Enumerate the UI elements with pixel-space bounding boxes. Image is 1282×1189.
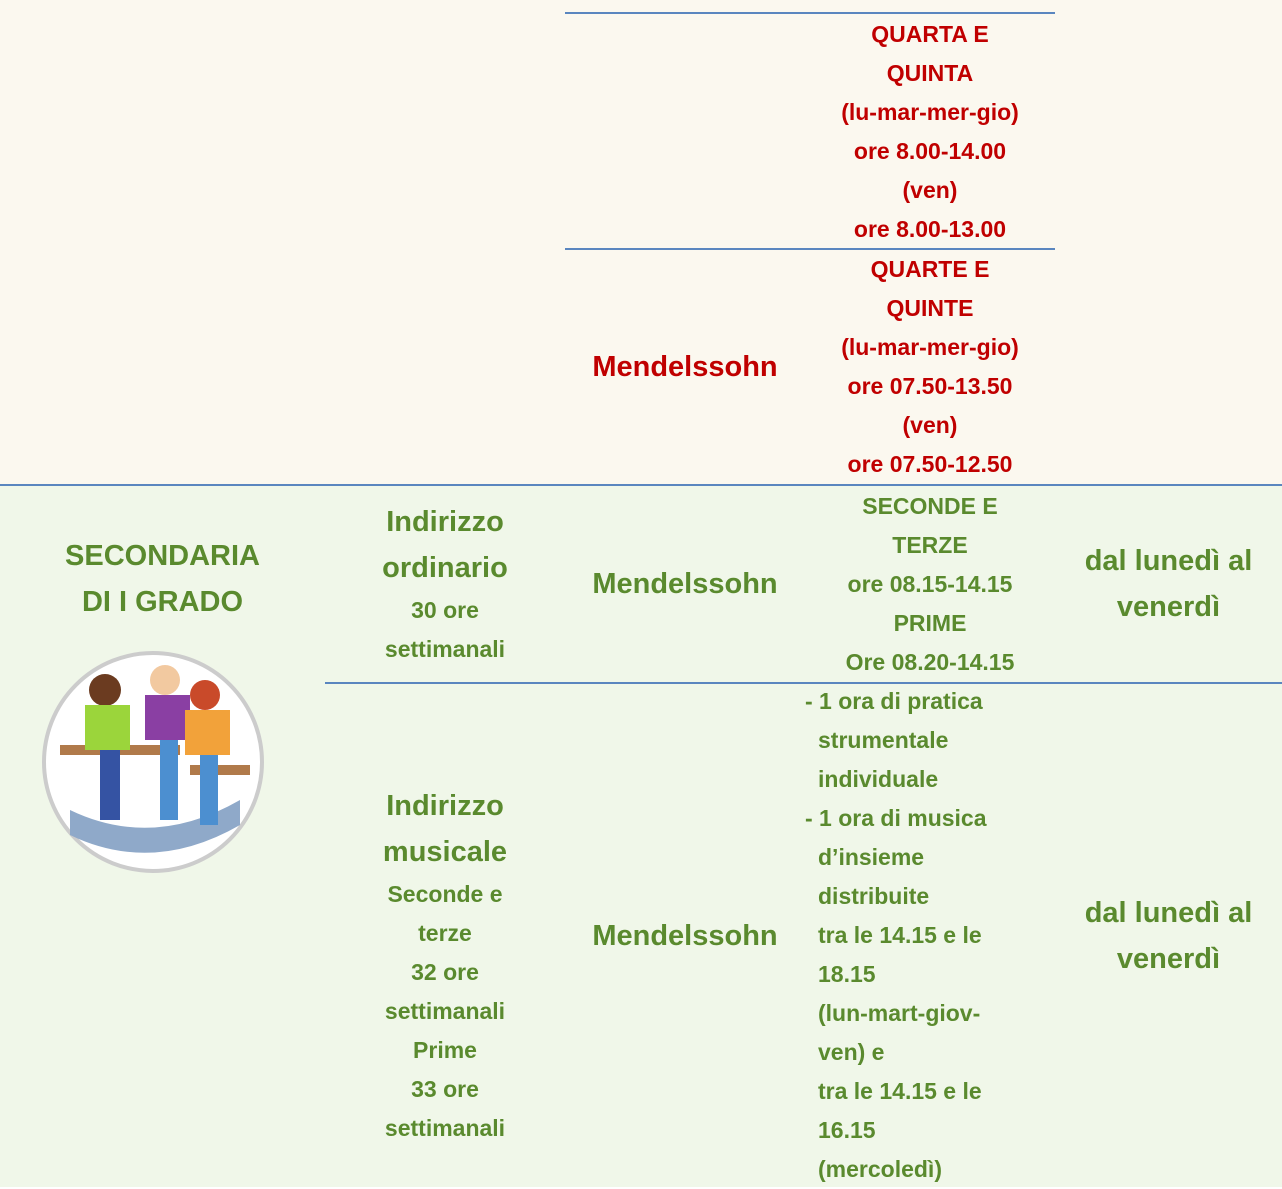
- school-line: Mendelssohn: [592, 568, 778, 600]
- schedule-line: tra le 14.15 e le: [818, 1078, 982, 1104]
- schedule-line: ore 8.00-14.00: [853, 138, 1007, 164]
- indirizzo-details-line: settimanali: [384, 636, 506, 662]
- schedule-line: PRIME: [893, 609, 967, 636]
- school: Mendelssohn: [565, 250, 805, 484]
- indirizzo-title-line: musicale: [382, 836, 508, 868]
- schedule-line: ore 8.00-13.00: [853, 216, 1007, 242]
- school-line: Mendelssohn: [592, 351, 778, 383]
- days: dal lunedì al venerdì: [1055, 486, 1282, 682]
- indirizzo-details: 30 ore settimanali: [325, 591, 565, 669]
- days-line: venerdì: [1116, 942, 1221, 975]
- indirizzo: Indirizzo ordinario 30 ore settimanali: [325, 486, 565, 682]
- level-line: DI I GRADO: [81, 586, 244, 618]
- schedule-line: - 1 ora di pratica: [805, 688, 983, 714]
- level-line: SECONDARIA: [65, 540, 260, 572]
- schedule-line: QUARTE E: [870, 256, 990, 282]
- row-line: [565, 12, 1055, 14]
- days-line: dal lunedì al: [1084, 545, 1253, 577]
- indirizzo-details-line: terze: [418, 920, 472, 946]
- schedule-line: QUINTA: [886, 60, 974, 86]
- indirizzo-details-line: settimanali: [384, 1115, 506, 1141]
- schedule-line: - 1 ora di musica: [805, 805, 987, 831]
- schedule-line: SECONDE E: [862, 492, 998, 519]
- schedule-line: QUINTE: [886, 295, 974, 321]
- schedule-line: (lu-mar-mer-gio): [841, 99, 1019, 125]
- schedule-line: (lu-mar-mer-gio): [841, 334, 1019, 360]
- level: SECONDARIA DI I GRADO: [0, 533, 325, 625]
- indirizzo-details-line: 32 ore: [411, 959, 479, 985]
- schedule: QUARTA E QUINTA (lu-mar-mer-gio) ore 8.00-1…: [805, 14, 1055, 250]
- indirizzo-details-line: 33 ore: [411, 1076, 479, 1102]
- indirizzo-title: Indirizzo musicale: [325, 783, 565, 875]
- schedule: QUARTE E QUINTE (lu-mar-mer-gio) ore 07.50-…: [805, 250, 1055, 484]
- indirizzo-title-line: ordinario: [382, 552, 508, 584]
- schedule-line: QUARTA E: [871, 21, 989, 47]
- schedule-line: strumentale: [818, 727, 949, 753]
- row-line: [565, 248, 1055, 250]
- indirizzo-title: Indirizzo ordinario: [325, 499, 565, 591]
- schedule-line: d’insieme: [818, 844, 925, 870]
- schedule-line: TERZE: [892, 531, 968, 558]
- section-line: [0, 484, 1282, 486]
- schedule-line: ore 07.50-13.50: [847, 373, 1013, 399]
- schedule-line: tra le 14.15 e le: [818, 922, 982, 948]
- days-line: venerdì: [1116, 591, 1221, 623]
- indirizzo: Indirizzo musicale Seconde e terze 32 ore set…: [325, 684, 565, 1187]
- schedule-line: ore 07.50-12.50: [847, 451, 1013, 477]
- schedule-line: 18.15: [818, 961, 876, 987]
- indirizzo-details: Seconde e terze 32 ore settimanali Prime 33 o…: [325, 875, 565, 1148]
- indirizzo-details-line: 30 ore: [411, 597, 479, 623]
- students-illustration: [42, 651, 264, 873]
- schedule-line: ven) e: [818, 1039, 885, 1065]
- schedule-line: (lun-mart-giov-: [818, 1000, 981, 1026]
- primaria-bg: [0, 0, 1282, 485]
- schedule: SECONDE E TERZE ore 08.15-14.15 PRIME Ore 08…: [805, 486, 1055, 682]
- school-line: Mendelssohn: [592, 919, 778, 952]
- school: Mendelssohn: [565, 684, 805, 1187]
- days-line: dal lunedì al: [1084, 896, 1253, 929]
- schedule-line: distribuite: [818, 883, 930, 909]
- indirizzo-title-line: Indirizzo: [386, 790, 504, 822]
- schedule-line: (ven): [902, 412, 958, 438]
- indirizzo-details-line: settimanali: [384, 998, 506, 1024]
- row-line: [325, 682, 1282, 684]
- indirizzo-title-line: Indirizzo: [386, 506, 504, 538]
- indirizzo-details-line: Prime: [413, 1037, 477, 1063]
- schedule-line: individuale: [818, 766, 939, 792]
- schedule-line: Ore 08.20-14.15: [845, 648, 1015, 675]
- schedule-line: (ven): [902, 177, 958, 203]
- indirizzo-details-line: Seconde e: [387, 881, 503, 907]
- schedule: - 1 ora di pratica strumentale individuale…: [805, 684, 1055, 1187]
- schedule-line: 16.15: [818, 1117, 876, 1143]
- school: Mendelssohn: [565, 486, 805, 682]
- days: dal lunedì al venerdì: [1055, 684, 1282, 1187]
- schedule-line: ore 08.15-14.15: [847, 570, 1013, 597]
- schedule-line: (mercoledì): [818, 1156, 942, 1182]
